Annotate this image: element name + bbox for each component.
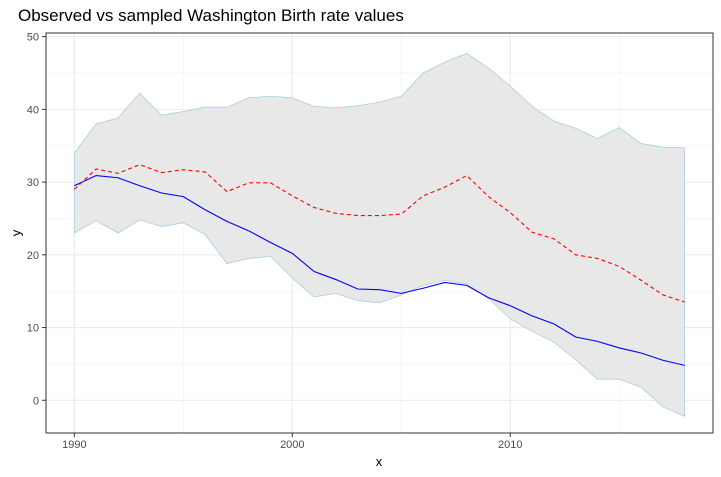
y-tick-label-20: 20 — [27, 250, 39, 262]
x-tick-label-1990: 1990 — [62, 439, 86, 451]
plot-panel-border — [45, 32, 714, 434]
y-axis-title: y — [8, 229, 23, 236]
y-tick-label-0: 0 — [33, 395, 39, 407]
x-axis-title: x — [376, 454, 383, 469]
confidence-band — [73, 52, 686, 417]
series-layer — [73, 164, 685, 366]
y-tick-label-30: 30 — [27, 177, 39, 189]
y-tick-label-10: 10 — [27, 323, 39, 335]
chart-title: Observed vs sampled Washington Birth rat… — [18, 6, 404, 25]
y-axis: 0 10 20 30 40 50 — [27, 32, 46, 407]
x-tick-label-2010: 2010 — [498, 439, 522, 451]
y-tick-label-50: 50 — [27, 32, 39, 44]
series-line-2 — [73, 164, 685, 303]
x-axis: 1990 2000 2010 — [62, 433, 523, 451]
y-tick-label-40: 40 — [27, 104, 39, 116]
series-line-1 — [74, 174, 685, 366]
x-tick-label-2000: 2000 — [280, 439, 304, 451]
